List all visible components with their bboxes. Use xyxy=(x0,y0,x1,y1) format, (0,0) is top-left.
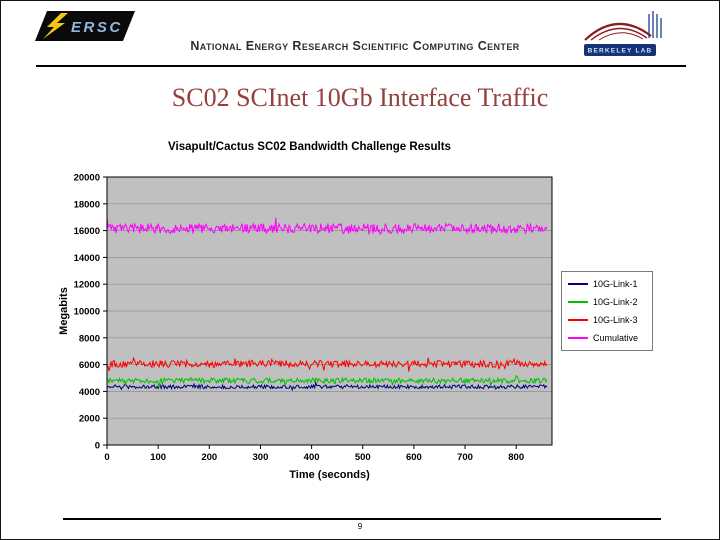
slide-title: SC02 SCInet 10Gb Interface Traffic xyxy=(171,83,549,112)
rooftop-line-inner2 xyxy=(598,32,644,41)
nersc-logo: ERSC xyxy=(35,11,135,46)
y-axis-title: Megabits xyxy=(58,287,70,335)
tower-lines xyxy=(648,11,662,38)
legend-item: 10G-Link-1 xyxy=(568,279,646,289)
legend-item: Cumulative xyxy=(568,333,646,343)
x-tick-label: 700 xyxy=(457,452,473,463)
x-tick-label: 500 xyxy=(355,452,371,463)
y-tick-label: 14000 xyxy=(74,253,100,264)
plot-area: 0200040006000800010000120001400016000180… xyxy=(58,173,553,481)
bandwidth-chart: Visapult/Cactus SC02 Bandwidth Challenge… xyxy=(57,137,667,512)
berkeley-lab-logo: BERKELEY LAB xyxy=(581,6,667,69)
footer-divider xyxy=(63,518,661,520)
series-10G-Link-1 xyxy=(106,380,548,392)
legend-label: 10G-Link-1 xyxy=(593,279,638,289)
header-divider xyxy=(36,65,686,67)
header-org-name: National Energy Research Scientific Comp… xyxy=(190,39,520,53)
berkeley-lab-logo-graphic: BERKELEY LAB xyxy=(584,11,662,56)
legend-swatch xyxy=(568,337,588,339)
y-tick-label: 6000 xyxy=(79,360,100,371)
nersc-logo-graphic: ERSC xyxy=(35,11,135,41)
x-tick-label: 300 xyxy=(253,452,269,463)
y-tick-label: 20000 xyxy=(74,173,100,184)
y-tick-label: 2000 xyxy=(79,414,100,425)
x-tick-label: 800 xyxy=(508,452,524,463)
x-tick-label: 100 xyxy=(150,452,166,463)
y-tick-label: 4000 xyxy=(79,387,100,398)
series-10G-Link-3 xyxy=(106,356,548,372)
series-Cumulative xyxy=(106,217,548,236)
x-axis-title: Time (seconds) xyxy=(289,469,370,481)
legend-swatch xyxy=(568,319,588,321)
legend-item: 10G-Link-2 xyxy=(568,297,646,307)
lightning-bolt-icon xyxy=(43,13,68,39)
legend-label: 10G-Link-2 xyxy=(593,297,638,307)
x-tick-label: 600 xyxy=(406,452,422,463)
berkeley-label-text: BERKELEY LAB xyxy=(588,48,653,55)
x-tick-label: 0 xyxy=(104,452,109,463)
rooftop-line xyxy=(584,22,652,41)
berkeley-label-box xyxy=(584,44,656,56)
nersc-logo-letters: ERSC xyxy=(71,19,123,36)
chart-title: Visapult/Cactus SC02 Bandwidth Challenge… xyxy=(168,141,451,153)
y-tick-label: 0 xyxy=(95,441,100,452)
series-10G-Link-2 xyxy=(106,374,548,388)
page-number: 9 xyxy=(357,522,363,531)
y-tick-label: 18000 xyxy=(74,199,100,210)
legend-item: 10G-Link-3 xyxy=(568,315,646,325)
x-tick-label: 200 xyxy=(201,452,217,463)
y-tick-label: 10000 xyxy=(74,307,100,318)
y-tick-label: 12000 xyxy=(74,280,100,291)
rooftop-line-inner xyxy=(590,27,648,41)
x-tick-label: 400 xyxy=(304,452,320,463)
legend-label: 10G-Link-3 xyxy=(593,315,638,325)
chart-legend: 10G-Link-1 10G-Link-2 10G-Link-3 Cumulative xyxy=(561,271,653,351)
y-tick-label: 8000 xyxy=(79,333,100,344)
legend-swatch xyxy=(568,283,588,285)
legend-label: Cumulative xyxy=(593,333,639,343)
legend-swatch xyxy=(568,301,588,303)
y-tick-label: 16000 xyxy=(74,226,100,237)
